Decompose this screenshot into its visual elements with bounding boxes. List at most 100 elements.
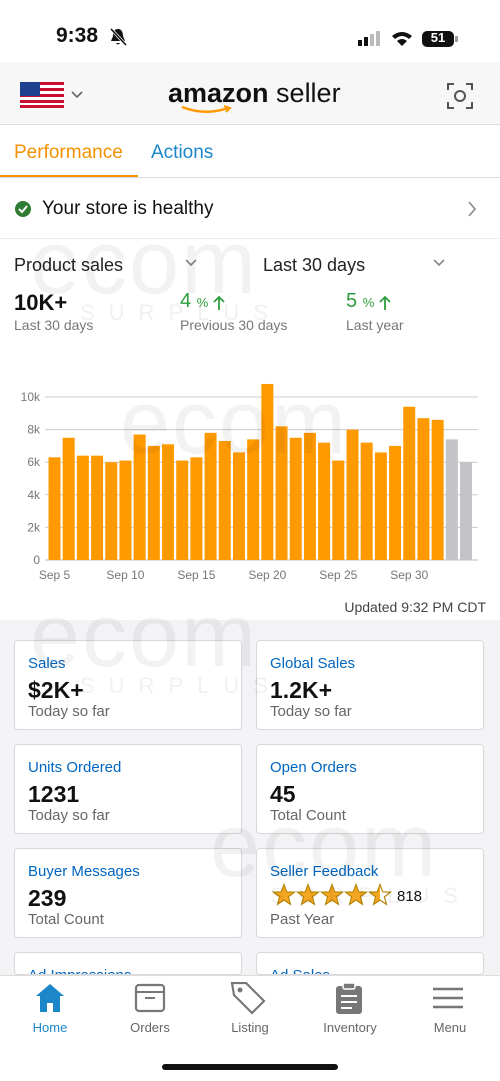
nav-item[interactable]: Listing	[231, 1020, 269, 1035]
bar	[318, 442, 331, 560]
metric-card[interactable]: Ad Sales	[256, 952, 484, 975]
star	[272, 883, 297, 906]
metric-card[interactable]: Seller Feedback 818 Past Year	[256, 848, 484, 938]
metric-selector[interactable]: Product sales	[14, 255, 124, 275]
bar	[48, 457, 61, 560]
x-tick-label: Sep 15	[177, 568, 215, 582]
metric-card[interactable]: Buyer Messages 239 Total Count	[14, 848, 242, 938]
feedback-count: 818	[397, 888, 423, 905]
tab-indicator	[0, 175, 138, 178]
up-arrow	[379, 295, 391, 310]
period-selector[interactable]: Last 30 days	[263, 255, 366, 275]
bar	[275, 426, 288, 560]
bar	[119, 460, 132, 560]
tab-performance[interactable]: Performance	[14, 142, 123, 163]
status-time: 9:38	[56, 24, 99, 47]
metric-card[interactable]: Sales $2K+ Today so far	[14, 640, 242, 730]
card-value: 1.2K+	[270, 677, 333, 703]
bar	[389, 445, 402, 560]
x-tick-label: Sep 30	[390, 568, 428, 582]
health-status[interactable]: Your store is healthy	[42, 198, 214, 219]
card-label: Total Count	[270, 807, 346, 824]
bar	[460, 462, 473, 560]
divider	[0, 177, 500, 178]
nav-item[interactable]: Inventory	[323, 1020, 377, 1035]
card-title: Ad Sales	[270, 967, 330, 974]
bar	[204, 432, 217, 560]
bar	[403, 406, 416, 560]
card-label: Past Year	[270, 911, 335, 928]
card-label: Today so far	[270, 703, 352, 720]
metric-label: Last 30 days	[14, 317, 94, 333]
logo: amazon seller	[168, 78, 341, 109]
card-value: 45	[270, 781, 296, 807]
card-title: Open Orders	[270, 759, 357, 776]
card-title: Buyer Messages	[28, 863, 140, 880]
bar	[218, 441, 231, 560]
metric-number: 5	[346, 290, 358, 312]
bar	[360, 442, 373, 560]
bar	[303, 432, 316, 560]
bar	[162, 444, 175, 560]
dropdown-arrow	[433, 259, 445, 267]
tab-actions[interactable]: Actions	[151, 142, 214, 163]
bar	[91, 455, 104, 560]
x-tick-label: Sep 5	[39, 568, 71, 582]
updated-time: Updated 9:32 PM CDT	[344, 599, 486, 615]
bar	[133, 434, 146, 560]
y-tick-label: 0	[33, 553, 40, 567]
y-tick-label: 2k	[27, 520, 41, 534]
x-tick-label: Sep 20	[248, 568, 286, 582]
nav-icons	[36, 982, 463, 1015]
metric-value: 5 %	[346, 290, 374, 313]
app-header	[0, 62, 500, 125]
card-label: Today so far	[28, 703, 110, 720]
bar	[289, 437, 302, 560]
bar	[76, 455, 89, 560]
mute-icon	[109, 27, 128, 47]
y-tick-label: 4k	[27, 488, 41, 502]
logo-main: amazon	[168, 78, 269, 108]
card-label: Today so far	[28, 807, 110, 824]
bar	[374, 452, 387, 560]
y-tick-label: 8k	[27, 423, 41, 437]
nav-item[interactable]: Orders	[130, 1020, 170, 1035]
metric-card[interactable]: Global Sales 1.2K+ Today so far	[256, 640, 484, 730]
chart: 0 2k 4k 6k 8k 10k Sep 5 Sep 10 Sep 15 Sep 20 Sep 2…	[21, 383, 478, 582]
scan-button[interactable]	[446, 82, 474, 110]
metric-card[interactable]: Open Orders 45 Total Count	[256, 744, 484, 834]
star	[319, 883, 345, 906]
bar	[147, 445, 160, 560]
x-tick-label: Sep 10	[106, 568, 144, 582]
card-title: Sales	[28, 655, 66, 672]
country-selector[interactable]	[20, 82, 90, 110]
bar	[232, 452, 245, 560]
y-tick-label: 10k	[21, 390, 41, 404]
metric-card[interactable]: Units Ordered 1231 Today so far	[14, 744, 242, 834]
chevron	[468, 201, 477, 217]
card-value: $2K+	[28, 677, 84, 703]
metric-label: Previous 30 days	[180, 317, 288, 333]
card-value: 1231	[28, 781, 80, 807]
bar	[190, 457, 203, 560]
bar	[431, 419, 444, 560]
card-title: Global Sales	[270, 655, 356, 672]
bar	[346, 429, 359, 560]
metric-card[interactable]: Ad Impressions	[14, 952, 242, 975]
battery-level: 51	[430, 30, 446, 45]
bar	[105, 462, 118, 560]
metric-value: 10K+	[14, 290, 68, 315]
nav-item[interactable]: Home	[32, 1020, 68, 1035]
star-rating	[272, 883, 393, 906]
bottom-nav	[0, 975, 500, 1081]
metric-label: Last year	[346, 317, 404, 333]
card-title: Ad Impressions	[28, 967, 131, 974]
logo-sub: seller	[276, 78, 341, 108]
home-indicator	[162, 1064, 338, 1070]
x-tick-label: Sep 25	[319, 568, 357, 582]
dropdown-arrow	[185, 259, 197, 267]
bar	[176, 460, 189, 560]
bar	[62, 437, 75, 560]
nav-item[interactable]: Menu	[433, 1020, 467, 1035]
